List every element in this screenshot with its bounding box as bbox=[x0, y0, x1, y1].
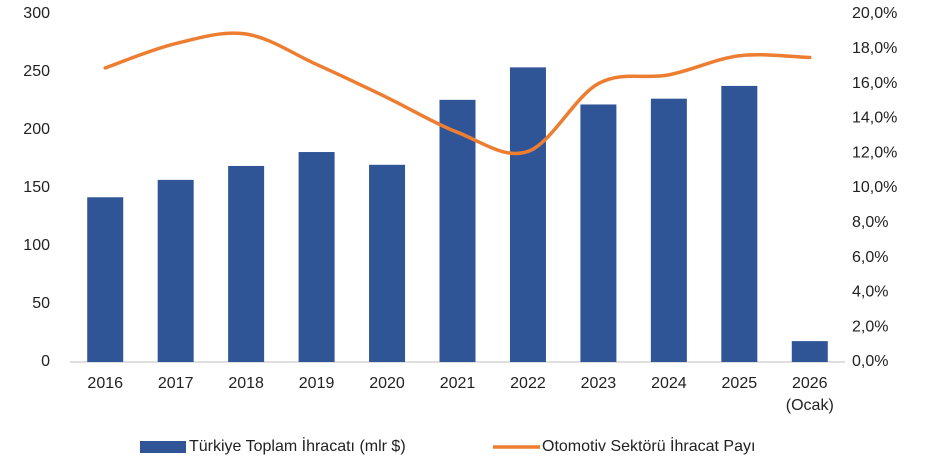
x-tick-label: 2017 bbox=[158, 375, 194, 392]
x-tick-label: 2020 bbox=[369, 375, 405, 392]
bar bbox=[369, 164, 406, 362]
y-tick-label: 300 bbox=[23, 5, 50, 22]
y2-tick-label: 20,0% bbox=[852, 5, 897, 22]
x-tick-label: 2025 bbox=[722, 375, 758, 392]
y-tick-label: 150 bbox=[23, 179, 50, 196]
y-tick-label: 200 bbox=[23, 121, 50, 138]
bar bbox=[791, 341, 828, 362]
x-tick-label: 2018 bbox=[228, 375, 264, 392]
y2-tick-label: 16,0% bbox=[852, 75, 897, 92]
bar bbox=[439, 99, 476, 362]
bar bbox=[650, 98, 687, 363]
y-tick-label: 0 bbox=[41, 353, 50, 370]
bar bbox=[157, 179, 194, 362]
legend-label: Türkiye Toplam İhracatı (mlr $) bbox=[189, 436, 406, 455]
legend-label: Otomotiv Sektörü İhracat Payı bbox=[542, 436, 755, 455]
bar bbox=[87, 197, 124, 362]
y2-tick-label: 6,0% bbox=[852, 249, 888, 266]
bar bbox=[298, 152, 335, 362]
y-tick-label: 250 bbox=[23, 63, 50, 80]
bar bbox=[721, 85, 758, 363]
x-tick-label: 2023 bbox=[581, 375, 617, 392]
y2-tick-label: 4,0% bbox=[852, 284, 888, 301]
y2-tick-label: 2,0% bbox=[852, 318, 888, 335]
y2-tick-label: 12,0% bbox=[852, 144, 897, 161]
y2-tick-label: 0,0% bbox=[852, 353, 888, 370]
legend-swatch bbox=[140, 441, 186, 453]
bar bbox=[228, 165, 265, 362]
bar bbox=[580, 104, 617, 362]
y2-tick-label: 18,0% bbox=[852, 40, 897, 57]
x-tick-label: 2019 bbox=[299, 375, 335, 392]
x-tick-label: 2021 bbox=[440, 375, 476, 392]
y2-tick-label: 8,0% bbox=[852, 214, 888, 231]
x-tick-label: 2016 bbox=[87, 375, 123, 392]
bar bbox=[509, 67, 546, 363]
x-tick-label: 2022 bbox=[510, 375, 546, 392]
line bbox=[103, 31, 812, 156]
y2-tick-label: 14,0% bbox=[852, 110, 897, 127]
y-tick-label: 100 bbox=[23, 237, 50, 254]
x-tick-label: 2026 (Ocak) bbox=[786, 375, 834, 414]
y-tick-label: 50 bbox=[32, 295, 50, 312]
y2-tick-label: 10,0% bbox=[852, 179, 897, 196]
x-tick-label: 2024 bbox=[651, 375, 687, 392]
